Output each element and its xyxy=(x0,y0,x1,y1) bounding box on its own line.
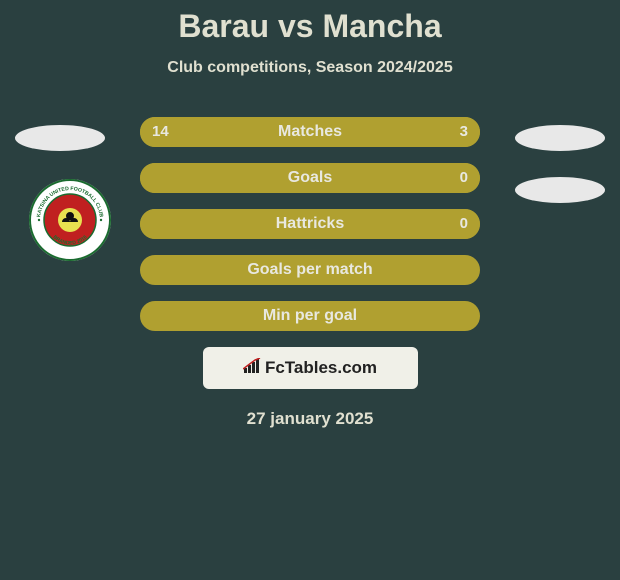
date-text: 27 january 2025 xyxy=(0,409,620,429)
stat-row: Goals per match xyxy=(140,255,480,285)
brand-logo: FcTables.com xyxy=(203,347,418,389)
stat-label: Goals per match xyxy=(140,255,480,285)
stat-label: Hattricks xyxy=(140,209,480,239)
stat-label: Goals xyxy=(140,163,480,193)
stat-row: Hattricks0 xyxy=(140,209,480,239)
stat-row: Goals0 xyxy=(140,163,480,193)
stat-label: Matches xyxy=(140,117,480,147)
subtitle: Club competitions, Season 2024/2025 xyxy=(0,59,620,77)
stat-label: Min per goal xyxy=(140,301,480,331)
stat-row: Min per goal xyxy=(140,301,480,331)
page-title: Barau vs Mancha xyxy=(0,0,620,45)
stat-row: Matches143 xyxy=(140,117,480,147)
chart-icon xyxy=(243,358,261,379)
stats-container: Matches143 Goals0 Hattricks0 Goals per matc… xyxy=(0,117,620,331)
brand-text: FcTables.com xyxy=(265,358,377,378)
